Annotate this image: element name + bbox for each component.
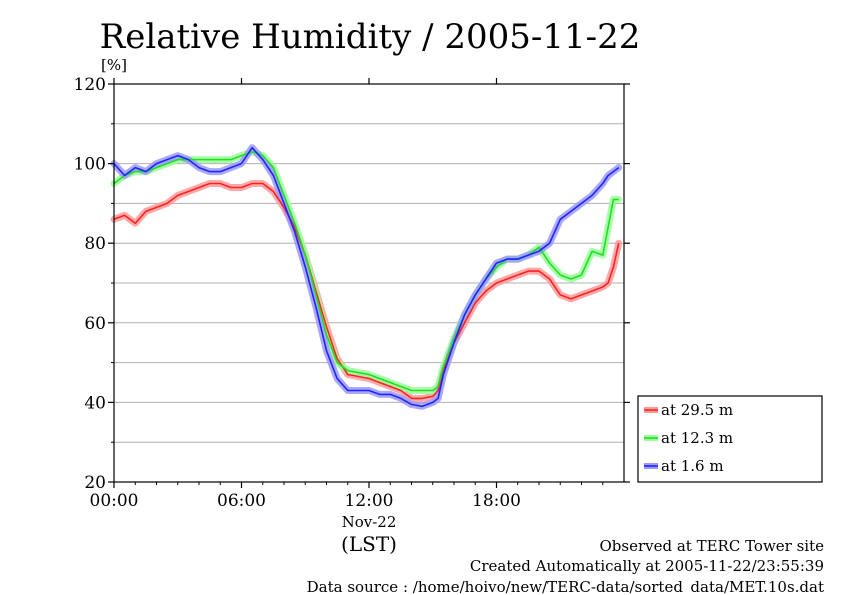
legend: at 29.5 m at 12.3 m at 1.6 m	[637, 395, 823, 483]
legend-label: at 1.6 m	[661, 457, 724, 475]
legend-label: at 12.3 m	[661, 429, 733, 447]
y-axis-unit-label: [%]	[101, 56, 127, 74]
x-tick-label: 12:00	[345, 491, 394, 511]
x-tick-label: 18:00	[472, 491, 521, 511]
series-line-0	[113, 182, 620, 400]
y-axis-ticks: 20 40 60 80 100 120	[74, 75, 630, 493]
chart-title: Relative Humidity / 2005-11-22	[100, 17, 641, 57]
y-tick-label: 20	[84, 473, 106, 493]
timezone-label: (LST)	[341, 532, 397, 556]
x-axis-ticks: 00:00 06:00 12:00 18:00	[90, 78, 604, 511]
y-tick-label: 40	[84, 393, 106, 413]
series-lines	[113, 146, 620, 408]
y-tick-label: 80	[84, 234, 106, 254]
legend-box	[637, 395, 823, 483]
footer-created: Created Automatically at 2005-11-22/23:5…	[470, 557, 824, 575]
date-label: Nov-22	[342, 513, 397, 531]
series-line-1	[113, 150, 619, 392]
x-tick-label: 06:00	[217, 491, 266, 511]
series-line-2	[113, 146, 620, 408]
series-band-0	[110, 180, 623, 402]
y-tick-label: 100	[74, 155, 106, 175]
footer-site: Observed at TERC Tower site	[599, 537, 824, 555]
y-tick-label: 60	[84, 314, 106, 334]
series-bands	[110, 144, 623, 410]
grid-lines	[114, 123, 624, 443]
footer-source: Data source : /home/hoivo/new/TERC-data/…	[307, 578, 824, 595]
x-tick-label: 00:00	[90, 491, 139, 511]
legend-label: at 29.5 m	[661, 401, 733, 419]
y-tick-label: 120	[74, 75, 106, 95]
